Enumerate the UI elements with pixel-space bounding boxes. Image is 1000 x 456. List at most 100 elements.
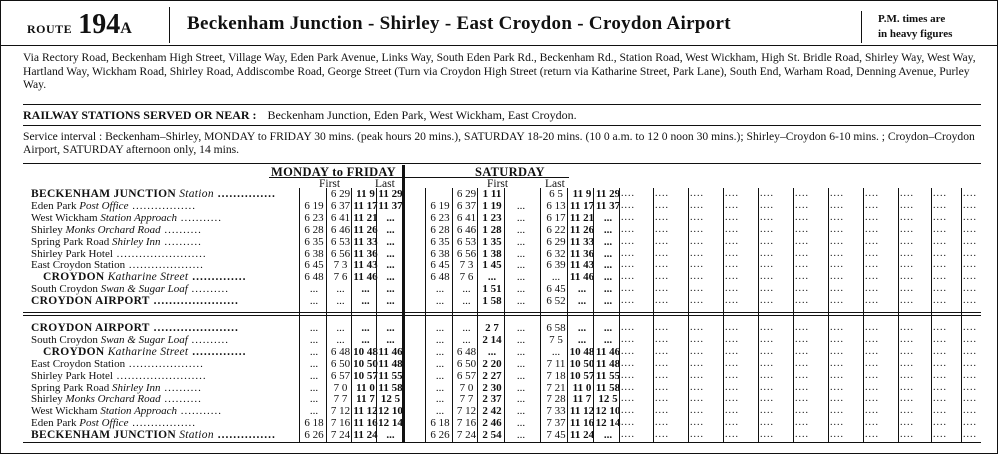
stop-name: Spring Park Road Shirley Inn .......... [31,236,202,248]
blank-column-mark: .... [865,199,879,211]
time-cell: ... [516,417,526,430]
blank-column-mark: .... [795,295,809,307]
blank-column-mark: .... [963,357,977,369]
time-cell: 6 48 [430,271,450,284]
blank-column-mark: .... [900,322,914,333]
time-cell: 11 0 [356,381,375,394]
blank-column-mark: .... [865,247,879,259]
time-cell: ... [603,271,613,284]
blank-column-mark: .... [621,405,635,417]
blank-column-mark: .... [655,271,669,283]
blank-column-mark: .... [933,405,947,417]
blank-column-mark: .... [963,283,977,295]
time-cell: 6 28 [304,223,324,236]
time-cell: 7 3 [459,259,474,272]
blank-column-mark: .... [963,199,977,211]
column-rule [961,188,962,442]
blank-column-mark: .... [621,235,635,247]
blank-column-mark: .... [933,211,947,223]
blank-column-mark: .... [655,283,669,295]
blank-column-mark: .... [795,211,809,223]
column-rule [619,188,620,442]
route-suffix: A [120,20,132,37]
time-cell: 6 56 [330,247,351,260]
time-cell: 6 48 [304,271,324,284]
leader-dots: .......... [160,393,202,406]
blank-column-mark: .... [621,417,635,429]
time-cell: ... [577,333,587,346]
stop-sublabel: Station Approach [97,405,178,418]
time-cell: 6 32 [546,247,566,260]
time-cell: 6 46 [456,223,477,236]
time-cell: 11 9 [356,188,375,200]
time-cell: 2 20 [482,357,502,370]
stop-label: Shirley Park Hotel [31,247,113,260]
leader-dots: .............. [188,345,247,358]
leader-dots: .......... [160,223,202,236]
route-header: ROUTE 194 A Beckenham Junction - Shirley… [1,1,997,46]
time-cell: 1 28 [482,223,502,236]
blank-column-mark: .... [655,211,669,223]
time-cell: ... [386,211,395,224]
blank-column-mark: .... [830,199,844,211]
time-cell: 11 24 [569,429,595,442]
stop-sublabel: Swan & Sugar Loaf [97,333,188,346]
column-rule [504,188,505,442]
time-cell: ... [516,381,526,394]
blank-column-mark: .... [690,259,704,271]
time-cell: 7 0 [333,381,348,394]
time-cell: 6 48 [456,345,477,358]
blank-column-mark: .... [795,283,809,295]
stop-label: CROYDON AIRPORT [31,295,150,308]
time-cell: 7 28 [546,393,566,406]
bottom-rule [23,442,981,443]
time-cell: 6 28 [430,223,450,236]
time-cell: 7 45 [546,429,566,442]
time-cell: 6 29 [330,188,351,200]
time-cell: 6 26 [304,429,324,442]
blank-column-mark: .... [830,247,844,259]
stop-label: Spring Park Road [31,235,110,248]
time-cell: ... [516,393,526,406]
time-cell: 12 5 [598,393,618,406]
column-rule-thick [402,165,405,442]
blank-column-mark: .... [900,199,914,211]
column-rule [723,188,724,442]
time-cell: 11 46 [353,271,378,284]
stop-sublabel: Station Approach [97,211,178,224]
time-cell: 1 38 [482,247,502,260]
leader-dots: .......... [187,283,230,296]
blank-column-mark: .... [963,247,977,259]
time-cell: 6 29 [456,188,477,200]
blank-column-mark: .... [933,345,947,357]
blank-column-mark: .... [900,357,914,369]
blank-column-mark: .... [690,271,704,283]
time-cell: 11 46 [569,271,595,284]
time-cell: 6 35 [304,235,324,248]
blank-column-mark: .... [621,247,635,259]
blank-column-mark: .... [725,259,739,271]
pm-note: P.M. times are in heavy figures [861,11,982,43]
stop-label: South Croydon [31,333,98,346]
time-cell: 11 37 [378,199,403,212]
blank-column-mark: .... [900,381,914,393]
time-cell: 1 45 [482,259,502,272]
time-cell: 7 12 [330,405,351,418]
time-cell: 11 33 [569,235,595,248]
time-cell: 6 57 [330,369,351,382]
blank-column-mark: .... [933,333,947,345]
time-cell: ... [361,295,370,308]
header-monday-friday: MONDAY to FRIDAY [271,165,396,179]
time-cell: 7 0 [459,381,474,394]
blank-column-mark: .... [900,429,914,441]
time-cell: ... [516,322,526,334]
blank-column-mark: .... [621,369,635,381]
time-cell: 2 30 [482,381,502,394]
time-cell: ... [309,333,319,346]
time-cell: ... [435,322,445,334]
blank-column-mark: .... [621,295,635,307]
stop-name: South Croydon Swan & Sugar Loaf ........… [31,334,229,346]
stop-name: CROYDON Katharine Street .............. [43,346,247,358]
time-cell: ... [309,405,319,418]
column-rule [593,188,594,442]
